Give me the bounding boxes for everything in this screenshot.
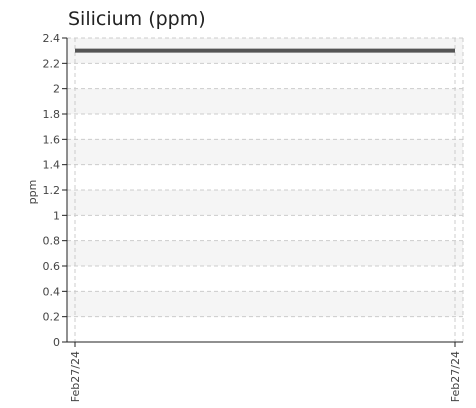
y-tick-label: 0: [53, 336, 60, 349]
y-tick-label: 0.2: [43, 311, 61, 324]
grid-band: [67, 139, 463, 165]
grid-band: [67, 190, 463, 216]
y-tick-label: 2.2: [43, 57, 61, 70]
chart-title: Silicium (ppm): [68, 8, 206, 30]
y-tick-label: 0.4: [43, 285, 61, 298]
x-tick-label: Feb27/24: [69, 351, 82, 402]
grid-lines: [67, 37, 464, 342]
y-axis-ticks: 0 0.2 0.4 0.6 0.8 1 1.2 1.4 1.6 1.8 2 2.2 2.4: [43, 32, 67, 349]
y-tick-label: 0.6: [43, 260, 61, 273]
y-axis-title: ppm: [26, 180, 39, 205]
y-tick-label: 1.4: [43, 159, 61, 172]
grid-band: [67, 291, 463, 317]
background-bands: [67, 38, 463, 317]
x-tick-label: Feb27/24: [449, 351, 462, 402]
y-tick-label: 1.6: [43, 133, 61, 146]
y-tick-label: 1.8: [43, 108, 61, 121]
y-tick-label: 1.2: [43, 184, 61, 197]
y-tick-label: 2: [53, 83, 60, 96]
y-tick-label: 2.4: [43, 32, 61, 45]
grid-band: [67, 88, 463, 114]
grid-band: [67, 240, 463, 266]
x-axis-ticks: Feb27/24 Feb27/24: [69, 342, 462, 402]
y-tick-label: 0.8: [43, 235, 61, 248]
y-tick-label: 1: [53, 209, 60, 222]
